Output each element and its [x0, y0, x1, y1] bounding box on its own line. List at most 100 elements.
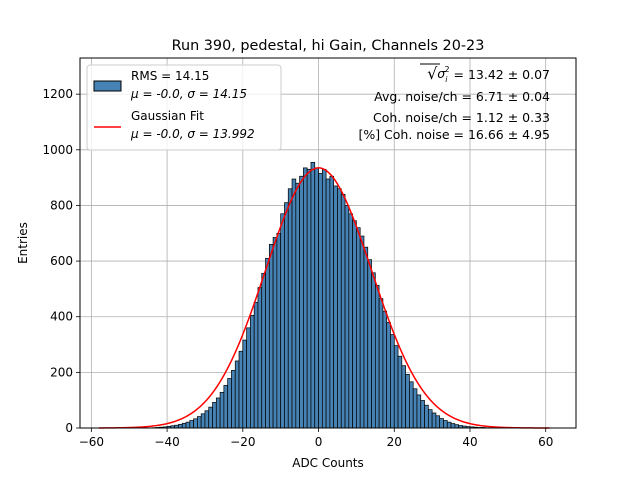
histogram-bar [185, 421, 191, 429]
histogram-bar [318, 173, 323, 429]
histogram-bar [367, 259, 372, 429]
histogram-bar [382, 310, 388, 429]
histogram-bar [352, 220, 357, 429]
annotation-avg-noise: Avg. noise/ch = 6.71 ± 0.04 [374, 89, 550, 104]
histogram-bar [299, 175, 304, 429]
y-tick-label: 1200 [42, 87, 73, 101]
histogram-bar [197, 416, 202, 429]
histogram-bar [416, 394, 422, 429]
histogram-bar [340, 193, 346, 429]
histogram-bar [390, 334, 395, 429]
histogram-bar [348, 213, 353, 429]
histogram-bar [234, 360, 240, 429]
histogram-bar [215, 397, 221, 429]
histogram-bar [242, 339, 247, 429]
x-axis-ticks: −60 −40 −20 0 20 40 60 [79, 428, 553, 449]
legend-box [86, 64, 282, 151]
histogram-bar [223, 385, 229, 429]
histogram-bar [435, 415, 441, 429]
x-tick-label: −20 [230, 435, 255, 449]
histogram-bar [321, 168, 327, 429]
histogram-bar [208, 406, 213, 429]
histogram-bar [371, 272, 376, 429]
y-axis-ticks: 0 200 400 600 800 1000 1200 [42, 87, 80, 435]
histogram-bar [280, 213, 285, 429]
plot-frame [79, 57, 577, 429]
histogram-bar [189, 420, 194, 429]
x-tick-label: 60 [538, 435, 553, 449]
histogram-bar [200, 413, 206, 429]
histogram-bar [374, 284, 380, 429]
histogram-bar [446, 421, 452, 429]
histogram-bar [261, 272, 266, 429]
x-tick-label: 40 [462, 435, 477, 449]
histogram-bar [276, 232, 282, 429]
legend-histogram-stats: μ = -0.0, σ = 14.15 [130, 87, 247, 101]
sigma-value: = 13.42 ± 0.07 [450, 67, 550, 82]
histogram-bar [250, 314, 255, 429]
y-axis-label: Entries [16, 222, 30, 264]
histogram-bar [314, 167, 319, 429]
histogram-bar [212, 402, 217, 429]
legend: RMS = 14.15 μ = -0.0, σ = 14.15 Gaussian… [86, 64, 282, 151]
histogram-bar [181, 422, 187, 429]
y-tick-label: 600 [50, 254, 73, 268]
histogram-bar [303, 167, 308, 429]
sigma-subscript: i [445, 75, 448, 84]
histogram-bar [227, 378, 232, 429]
histogram-bar [178, 424, 183, 429]
y-tick-label: 0 [65, 421, 73, 435]
histogram-bar [378, 298, 384, 429]
histogram-bar [295, 182, 300, 429]
histogram-bar [204, 410, 210, 429]
sqrt-sign: √ [427, 64, 438, 83]
histogram-bar [431, 412, 437, 429]
histogram-bar [424, 404, 429, 429]
histogram-bar [310, 161, 316, 429]
histogram-bar [325, 178, 331, 429]
x-tick-label: 20 [387, 435, 402, 449]
y-tick-label: 1000 [42, 143, 73, 157]
histogram-bar [284, 202, 289, 429]
histogram-bars [151, 161, 501, 429]
gaussian-fit-line [98, 167, 550, 429]
histogram-bar [405, 373, 410, 429]
annotation-coh-noise: Coh. noise/ch = 1.12 ± 0.33 [373, 110, 550, 125]
histogram-bar [409, 381, 414, 429]
histogram-bar [265, 257, 270, 429]
histogram-bar [246, 327, 251, 429]
annotation-sigma: √σi2 = 13.42 ± 0.07 [427, 64, 550, 84]
histogram-bar [420, 400, 425, 429]
histogram-bar [333, 185, 338, 429]
x-tick-label: 0 [315, 435, 323, 449]
histogram-bar [454, 424, 459, 429]
x-tick-label: −40 [154, 435, 179, 449]
histogram-bar [450, 423, 456, 429]
histogram-bar [397, 355, 403, 429]
x-axis-label: ADC Counts [292, 456, 364, 470]
sigma-superscript: 2 [444, 65, 449, 74]
legend-histogram-label: RMS = 14.15 [131, 69, 209, 83]
histogram-bar [427, 409, 433, 429]
y-tick-label: 400 [50, 310, 73, 324]
histogram-bar [257, 287, 263, 429]
histogram-bar [268, 244, 274, 429]
histogram-bar [337, 188, 342, 429]
annotation-coh-percent: [%] Coh. noise = 16.66 ± 4.95 [358, 127, 550, 142]
stats-annotations: √σi2 = 13.42 ± 0.07 Avg. noise/ch = 6.71… [358, 63, 550, 142]
legend-fit-label: Gaussian Fit [131, 109, 204, 123]
histogram-bar [253, 301, 259, 429]
histogram-bar [219, 392, 225, 429]
histogram-bar [439, 418, 444, 429]
histogram-bar [306, 168, 312, 429]
histogram-bar [238, 350, 244, 429]
histogram-bar [393, 345, 399, 429]
histogram-bar [272, 237, 278, 429]
histogram-bar [329, 175, 335, 429]
histogram-bar [287, 188, 293, 429]
histogram-bar [412, 388, 418, 429]
histogram-bar [401, 365, 406, 429]
histogram-bar [193, 418, 198, 429]
histogram-bar [356, 227, 361, 429]
